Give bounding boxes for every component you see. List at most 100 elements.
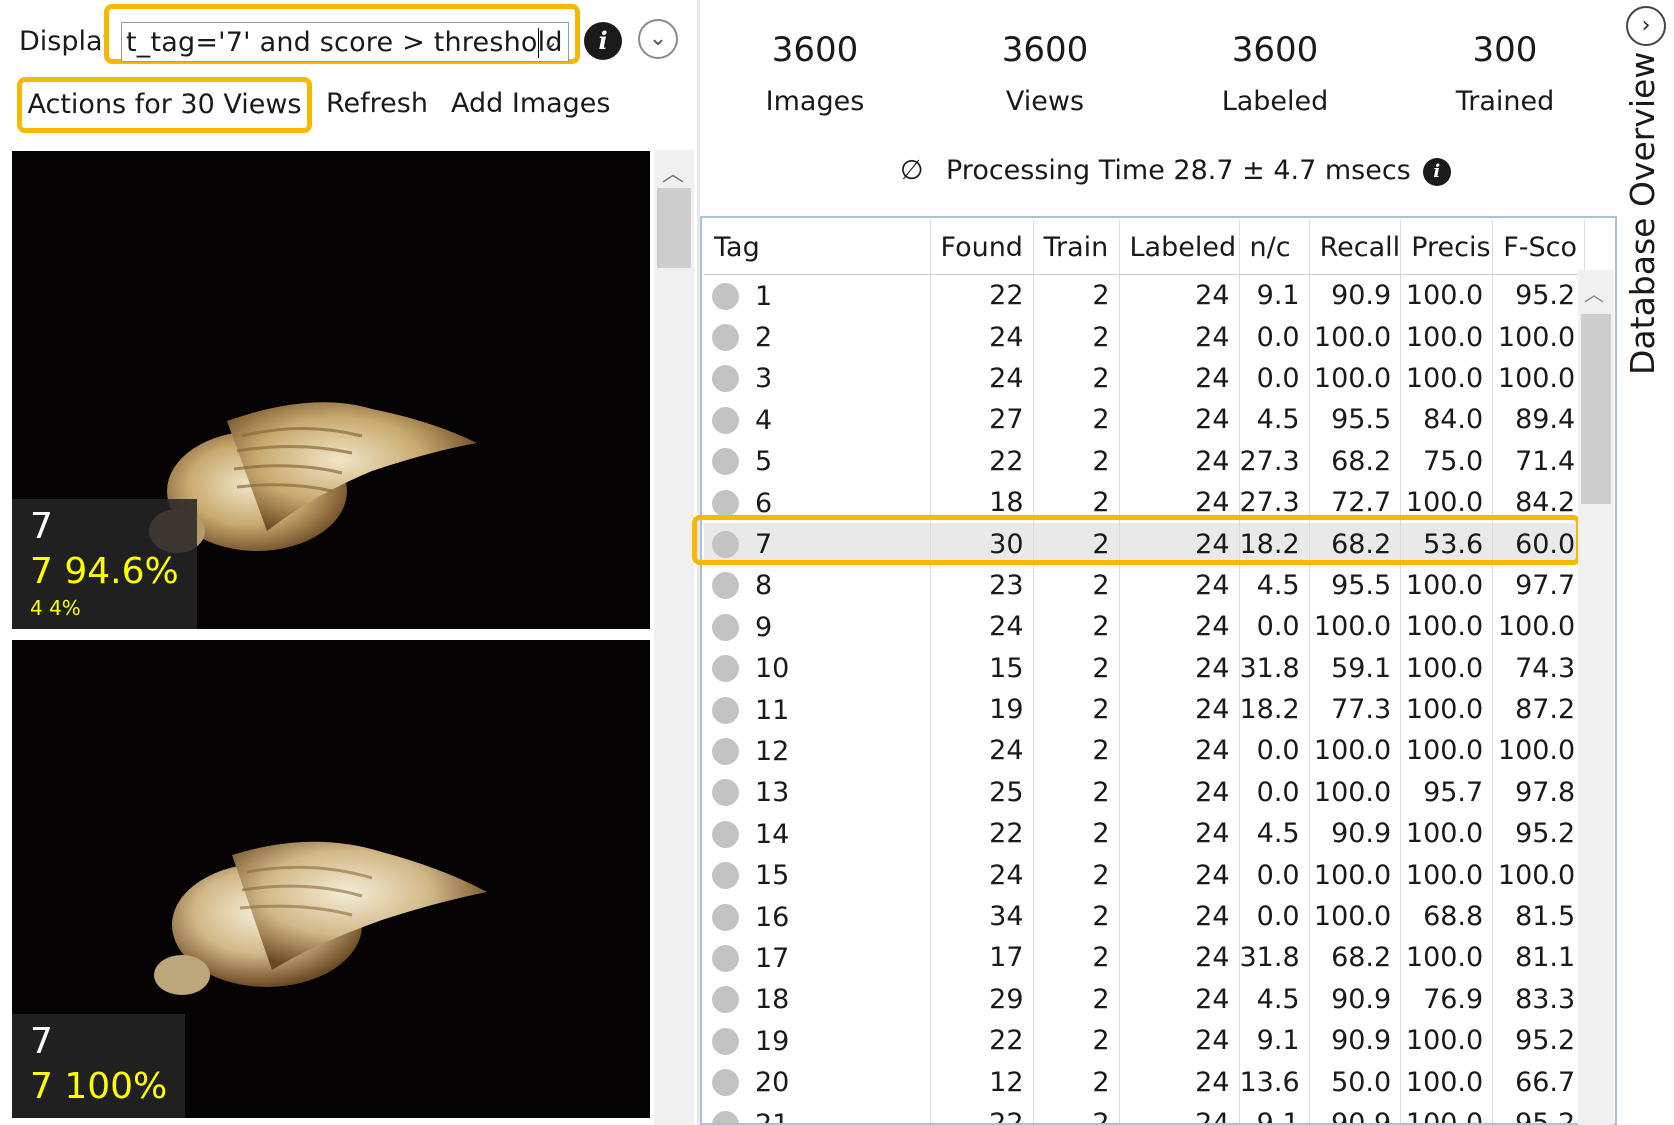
tag-cell: 20 <box>704 1061 931 1103</box>
table-row[interactable]: 14 22 2 24 4.5 90.9 100.0 95.2 <box>704 813 1586 855</box>
tag-color-dot-icon <box>712 737 739 765</box>
thumbnail-overlay: 7 7 94.6% 4 4% <box>12 499 197 629</box>
tag-color-dot-icon <box>712 448 739 476</box>
add-images-button[interactable]: Add Images <box>451 88 611 119</box>
table-scrollbar[interactable]: ︿ <box>1578 270 1614 1125</box>
stat-label: Views <box>1005 86 1085 117</box>
table-row[interactable]: 10 15 2 24 31.8 59.1 100.0 74.3 <box>704 647 1586 689</box>
query-input[interactable]: t_tag='7' and score > threshold ⌄ <box>121 22 569 62</box>
column-header[interactable]: Labeled <box>1119 220 1240 275</box>
table-row[interactable]: 20 12 2 24 13.6 50.0 100.0 66.7 <box>704 1061 1586 1103</box>
chevron-up-icon[interactable]: ︿ <box>1584 282 1604 306</box>
table-cell-train: 2 <box>1033 1102 1120 1123</box>
table-cell-found: 27 <box>930 399 1034 441</box>
table-row[interactable]: 19 22 2 24 9.1 90.9 100.0 95.2 <box>704 1020 1586 1062</box>
table-row[interactable]: 4 27 2 24 4.5 95.5 84.0 89.4 <box>704 399 1586 441</box>
tag-cell: 16 <box>704 895 931 938</box>
table-cell-labeled: 24 <box>1119 481 1240 524</box>
table-row[interactable]: 13 25 2 24 0.0 100.0 95.7 97.8 <box>704 771 1586 814</box>
views-scrollbar[interactable]: ︿ <box>654 150 694 1125</box>
tag-cell: 3 <box>704 357 931 400</box>
scrollbar-thumb[interactable] <box>1581 314 1611 504</box>
stat-value: 3600 <box>1231 30 1319 70</box>
refresh-button[interactable]: Refresh <box>326 88 428 119</box>
table-row[interactable]: 18 29 2 24 4.5 90.9 76.9 83.3 <box>704 978 1586 1021</box>
table-row[interactable]: 21 22 2 24 9.1 90.9 100.0 95.2 <box>704 1102 1586 1123</box>
query-text[interactable]: t_tag='7' and score > threshold <box>126 27 563 58</box>
expand-circle-icon[interactable]: ⌄ <box>638 19 678 59</box>
actions-for-views-button[interactable]: Actions for 30 Views <box>17 77 312 133</box>
chevron-down-icon[interactable]: ⌄ <box>542 29 559 53</box>
table-cell-found: 22 <box>930 813 1034 855</box>
tag-color-dot-icon <box>712 531 739 559</box>
column-header[interactable]: Train <box>1033 220 1120 275</box>
tag-color-dot-icon <box>712 1110 739 1123</box>
table-cell-labeled: 24 <box>1119 274 1240 317</box>
table-cell-recall: 100.0 <box>1309 854 1402 896</box>
table-row[interactable]: 6 18 2 24 27.3 72.7 100.0 84.2 <box>704 481 1586 524</box>
view-thumbnail[interactable]: 7 7 100% <box>12 640 650 1118</box>
table-cell-n-c: 9.1 <box>1239 1102 1310 1123</box>
view-thumbnail[interactable]: 7 7 94.6% 4 4% <box>12 151 650 629</box>
table-row[interactable]: 3 24 2 24 0.0 100.0 100.0 100.0 <box>704 357 1586 400</box>
table-cell-precis: 100.0 <box>1400 813 1494 855</box>
table-row[interactable]: 17 17 2 24 31.8 68.2 100.0 81.1 <box>704 937 1586 979</box>
table-row[interactable]: 5 22 2 24 27.3 68.2 75.0 71.4 <box>704 440 1586 482</box>
column-header[interactable]: Tag <box>704 220 931 275</box>
tag-label: 3 <box>755 363 773 395</box>
table-row[interactable]: 9 24 2 24 0.0 100.0 100.0 100.0 <box>704 606 1586 648</box>
table-cell-recall: 90.9 <box>1309 1102 1402 1123</box>
scrollbar-thumb[interactable] <box>657 188 691 268</box>
processing-time-text: Processing Time 28.7 ± 4.7 msecs <box>946 155 1411 186</box>
tag-label: 11 <box>755 694 790 726</box>
table-cell-labeled: 24 <box>1119 523 1240 565</box>
info-icon[interactable]: i <box>1422 157 1451 186</box>
info-icon[interactable]: i <box>584 22 622 60</box>
tag-label: 4 <box>755 404 773 436</box>
table-cell-found: 22 <box>930 440 1034 482</box>
chevron-up-icon[interactable]: ︿ <box>662 162 685 187</box>
tag-color-dot-icon <box>712 1069 739 1097</box>
column-header[interactable]: n/c <box>1239 220 1310 275</box>
table-cell-recall: 90.9 <box>1309 978 1402 1021</box>
table-row[interactable]: 11 19 2 24 18.2 77.3 100.0 87.2 <box>704 688 1586 731</box>
table-row[interactable]: 7 30 2 24 18.2 68.2 53.6 60.0 <box>704 523 1586 565</box>
table-cell-n-c: 0.0 <box>1239 854 1310 896</box>
table-row[interactable]: 8 23 2 24 4.5 95.5 100.0 97.7 <box>704 564 1586 607</box>
table-cell-found: 24 <box>930 854 1034 896</box>
tag-label: 15 <box>755 860 790 892</box>
table-row[interactable]: 1 22 2 24 9.1 90.9 100.0 95.2 <box>704 274 1586 317</box>
table-row[interactable]: 16 34 2 24 0.0 100.0 68.8 81.5 <box>704 895 1586 938</box>
table-row[interactable]: 12 24 2 24 0.0 100.0 100.0 100.0 <box>704 730 1586 772</box>
table-row[interactable]: 15 24 2 24 0.0 100.0 100.0 100.0 <box>704 854 1586 896</box>
table-cell-found: 15 <box>930 647 1034 689</box>
stat-views: 3600 Views <box>940 24 1150 128</box>
database-overview-label[interactable]: Database Overview <box>1623 51 1662 375</box>
table-cell-train: 2 <box>1033 606 1120 648</box>
table-cell-train: 2 <box>1033 647 1120 689</box>
table-cell-found: 24 <box>930 606 1034 648</box>
tag-statistics-table: Tag Found Train Labeled n/c Recall Precis F-Sco… <box>700 216 1617 1125</box>
table-cell-f-sco: 100.0 <box>1492 606 1586 648</box>
table-cell-precis: 100.0 <box>1400 730 1494 772</box>
chevron-right-icon[interactable]: › <box>1626 6 1666 46</box>
database-overview-tab[interactable]: › Database Overview <box>1617 0 1674 1125</box>
tag-color-dot-icon <box>712 696 739 724</box>
column-header[interactable]: Precis <box>1400 220 1494 275</box>
thumbnail-overlay: 7 7 100% <box>12 1014 186 1118</box>
tag-cell: 21 <box>704 1102 931 1123</box>
tag-label: 12 <box>755 735 790 767</box>
tag-cell: 9 <box>704 606 931 648</box>
table-cell-labeled: 24 <box>1119 647 1240 689</box>
table-cell-train: 2 <box>1033 937 1120 979</box>
column-header[interactable]: Recall <box>1309 220 1402 275</box>
table-cell-found: 24 <box>930 357 1034 400</box>
table-cell-n-c: 18.2 <box>1239 523 1310 565</box>
table-row[interactable]: 2 24 2 24 0.0 100.0 100.0 100.0 <box>704 316 1586 358</box>
table-cell-train: 2 <box>1033 978 1120 1021</box>
table-cell-f-sco: 100.0 <box>1492 316 1586 358</box>
table-cell-train: 2 <box>1033 481 1120 524</box>
tag-label: 9 <box>755 611 773 643</box>
column-header[interactable]: F-Sco <box>1492 220 1586 275</box>
column-header[interactable]: Found <box>930 220 1034 275</box>
